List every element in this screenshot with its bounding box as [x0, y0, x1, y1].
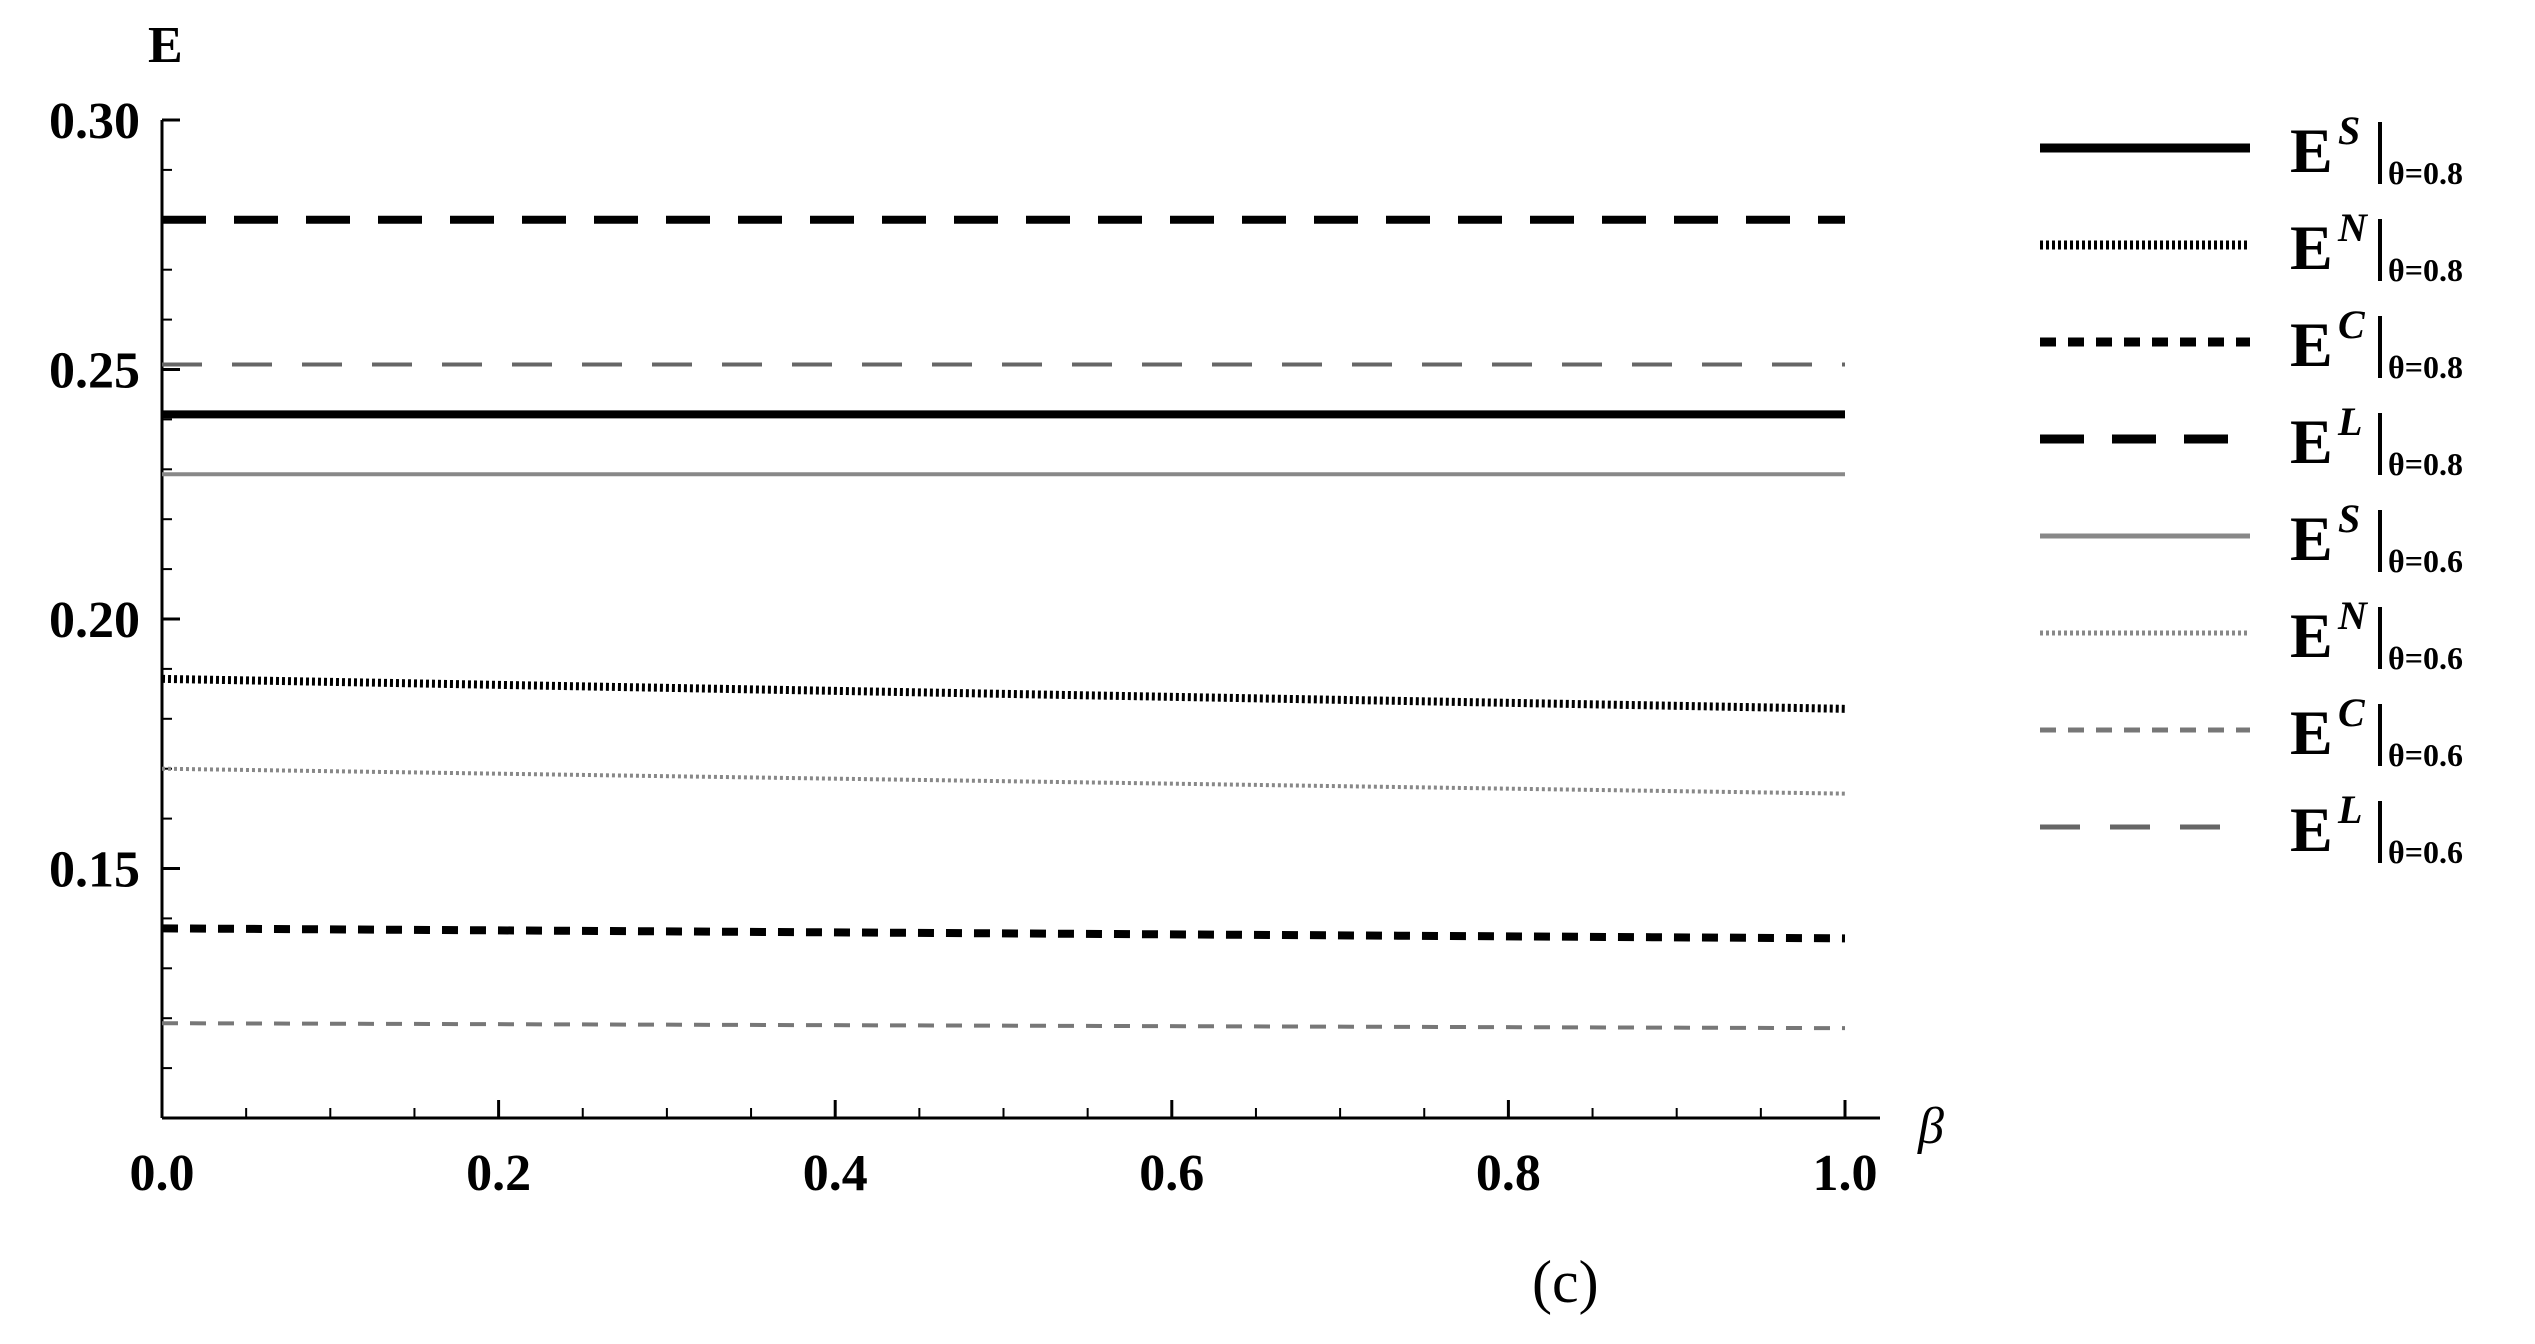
plot-axes: 0.0 0.2 0.4 0.6 0.8 1.0 0.15 0.20 0.25 0.30 E β: [49, 17, 1944, 1202]
legend-label-sub: θ=0.8: [2388, 252, 2463, 288]
x-tick-label: 0.2: [466, 1145, 531, 1202]
x-tick-labels: 0.0 0.2 0.4 0.6 0.8 1.0: [130, 1145, 1878, 1202]
y-tick-marks: [162, 118, 180, 1119]
legend-label-main: E: [2290, 503, 2333, 574]
legend-label-sub: θ=0.6: [2388, 640, 2463, 676]
x-tick-label: 0.0: [130, 1145, 195, 1202]
legend-label-sub: θ=0.8: [2388, 349, 2463, 385]
x-tick-marks: [160, 1100, 1847, 1118]
legend-label-sup: S: [2338, 108, 2360, 153]
x-tick-label: 0.4: [803, 1145, 868, 1202]
legend-label-sup: S: [2338, 496, 2360, 541]
series-line-n-theta-0-8: [161, 674, 1846, 713]
legend-label-sup: C: [2338, 690, 2366, 735]
x-tick-label: 0.8: [1476, 1145, 1541, 1202]
legend-label-sub: θ=0.6: [2388, 543, 2463, 579]
y-tick-label: 0.30: [49, 93, 140, 150]
series-lines: [161, 215, 1846, 1031]
legend-label-main: E: [2290, 794, 2333, 865]
legend-label-sup: N: [2337, 593, 2369, 638]
panel-label: (c): [1532, 1249, 1599, 1315]
legend-label-sup: L: [2337, 787, 2362, 832]
legend-label-sub: θ=0.6: [2388, 834, 2463, 870]
legend-label-sup: C: [2338, 302, 2366, 347]
x-axis-label: β: [1917, 1098, 1944, 1155]
legend-label-sup: N: [2337, 205, 2369, 250]
legend-label-sub: θ=0.6: [2388, 737, 2463, 773]
legend-label-main: E: [2290, 212, 2333, 283]
y-tick-label: 0.15: [49, 842, 140, 899]
legend-label-main: E: [2290, 309, 2333, 380]
legend-label-sub: θ=0.8: [2388, 155, 2463, 191]
legend-label-sup: L: [2337, 399, 2362, 444]
legend-label-main: E: [2290, 697, 2333, 768]
y-tick-labels: 0.15 0.20 0.25 0.30: [49, 93, 140, 899]
y-tick-label: 0.25: [49, 343, 140, 400]
legend: E Sθ=0.8E Nθ=0.8E Cθ=0.8E Lθ=0.8E Sθ=0.6E Nθ=0…: [2040, 108, 2463, 870]
legend-label-sub: θ=0.8: [2388, 446, 2463, 482]
legend-label-main: E: [2290, 115, 2333, 186]
series-line-c-theta-0-6: [161, 1021, 1846, 1031]
y-axis-label: E: [148, 17, 183, 74]
x-tick-label: 0.6: [1139, 1145, 1204, 1202]
legend-label-main: E: [2290, 600, 2333, 671]
legend-label-main: E: [2290, 406, 2333, 477]
y-tick-label: 0.20: [49, 592, 140, 649]
series-line-n-theta-0-6: [161, 766, 1846, 796]
x-tick-label: 1.0: [1813, 1145, 1878, 1202]
series-line-c-theta-0-8: [161, 924, 1846, 943]
